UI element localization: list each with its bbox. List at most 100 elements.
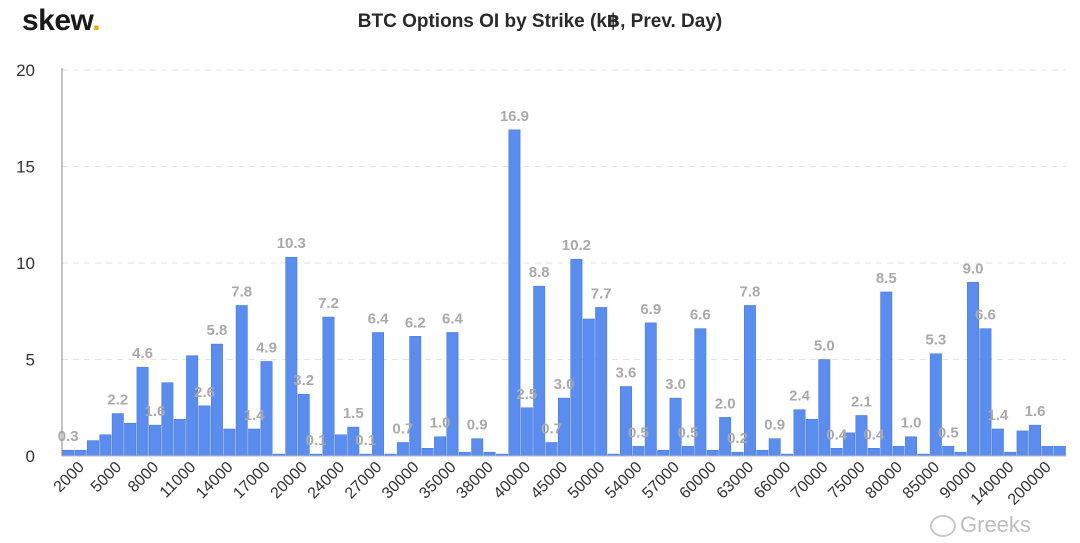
x-tick-label: 40000: [491, 459, 535, 503]
bar: [1053, 446, 1066, 457]
data-label: 3.0: [665, 376, 686, 393]
wechat-icon: [930, 515, 956, 538]
y-tick-label: 15: [16, 158, 35, 177]
data-label: 1.6: [145, 403, 166, 420]
x-tick-label: 80000: [862, 459, 906, 503]
bar: [458, 451, 471, 457]
data-label: 4.9: [256, 339, 277, 356]
grid-lines: [62, 69, 1066, 360]
data-label: 5.0: [814, 338, 835, 355]
bar: [1029, 424, 1041, 457]
bar: [87, 440, 99, 457]
bar: [582, 318, 595, 457]
bar: [1016, 430, 1029, 457]
bar: [520, 407, 533, 457]
x-tick-label: 5000: [88, 459, 125, 496]
data-label: 0.4: [863, 426, 885, 443]
data-label: 7.2: [318, 295, 339, 312]
data-label: 5.8: [207, 322, 228, 339]
chart-title: BTC Options OI by Strike (k฿, Prev. Day): [357, 11, 723, 32]
data-label: 2.2: [107, 392, 128, 409]
data-label: 0.3: [58, 428, 79, 445]
x-tick-label: 27000: [342, 459, 386, 503]
y-tick-label: 10: [16, 254, 35, 273]
x-tick-label: 85000: [900, 459, 944, 503]
data-label: 7.8: [231, 283, 252, 300]
bar: [942, 446, 955, 457]
x-tick-label: 57000: [639, 459, 683, 503]
x-tick-label: 63000: [714, 459, 758, 503]
data-label: 6.2: [405, 314, 426, 331]
bar: [991, 428, 1004, 457]
bar: [421, 448, 434, 457]
x-tick-label: 38000: [453, 459, 497, 503]
bar: [248, 428, 261, 457]
bar: [793, 409, 806, 457]
bar: [124, 422, 137, 457]
data-label: 5.3: [925, 332, 946, 349]
bar: [99, 434, 112, 457]
data-label: 3.0: [554, 376, 575, 393]
data-label: 6.4: [368, 310, 390, 327]
data-label: 1.5: [343, 405, 364, 422]
bar: [979, 328, 992, 457]
bar: [682, 446, 694, 457]
data-label: 4.6: [132, 345, 153, 362]
data-label: 3.2: [293, 372, 314, 389]
data-label: 16.9: [500, 108, 529, 125]
data-label: 0.7: [541, 420, 562, 437]
bar: [657, 449, 670, 457]
bar: [545, 442, 558, 457]
data-label: 0.5: [678, 424, 699, 441]
data-label: 0.2: [727, 430, 748, 447]
bar: [1004, 451, 1017, 457]
bar: [471, 438, 484, 457]
bar: [434, 436, 446, 457]
bar: [186, 355, 199, 457]
bar: [223, 428, 236, 457]
data-label: 6.4: [442, 310, 464, 327]
skew-logo: skew.: [22, 4, 101, 38]
data-label: 1.6: [1025, 403, 1046, 420]
data-label: 7.8: [739, 283, 760, 300]
data-label: 7.7: [591, 285, 612, 302]
x-tick-label: 20000: [268, 459, 312, 503]
bar: [892, 446, 905, 457]
bar: [570, 258, 583, 457]
bar: [1041, 446, 1054, 457]
data-label: 2.5: [516, 386, 537, 403]
data-label: 2.0: [715, 395, 736, 412]
x-tick-label: 66000: [751, 459, 795, 503]
data-label: 0.5: [938, 424, 959, 441]
bar: [446, 332, 459, 457]
data-labels: 0.3 2.2 4.6 1.6 2.6 5.8 7.8 1.4 4.9 10.3 3.2 0.1 7.2…: [58, 108, 1046, 449]
data-label: 0.5: [628, 424, 649, 441]
data-label: 3.6: [616, 365, 637, 382]
watermark: Greeks: [930, 512, 1031, 538]
bars: [62, 129, 1066, 457]
x-tick-label: 30000: [379, 459, 423, 503]
bar: [632, 446, 645, 457]
bar: [867, 448, 880, 457]
bar: [334, 434, 347, 457]
bar: [396, 442, 409, 457]
x-tick-label: 50000: [565, 459, 609, 503]
bar: [508, 129, 521, 457]
x-tick-label: 2000: [51, 459, 88, 496]
bar: [706, 449, 719, 457]
bar: [74, 449, 87, 457]
data-label: 2.1: [851, 393, 872, 410]
x-tick-label: 45000: [528, 459, 572, 503]
bar: [595, 307, 608, 457]
data-label: 0.9: [467, 417, 488, 434]
logo-text: skew: [22, 4, 93, 37]
data-label: 1.4: [987, 407, 1009, 424]
x-tick-label: 14000: [193, 459, 237, 503]
x-tick-label: 35000: [416, 459, 460, 503]
data-label: 1.0: [901, 415, 922, 432]
data-label: 10.2: [562, 237, 591, 254]
bar: [235, 305, 248, 457]
bar: [620, 386, 632, 457]
bar: [111, 413, 124, 457]
bar: [830, 448, 843, 457]
